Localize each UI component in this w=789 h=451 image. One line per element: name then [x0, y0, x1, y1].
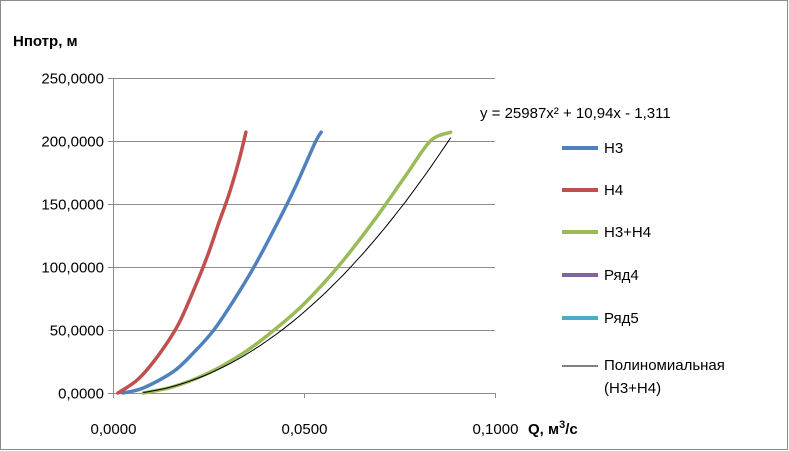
axes: [108, 78, 496, 398]
y-tick-label: 200,0000: [41, 134, 104, 151]
x-axis-title: Q, м3/с: [528, 419, 578, 438]
series-lines: [116, 130, 453, 395]
series-line-1: [121, 130, 323, 395]
legend-label-3: Н3+Н4: [604, 224, 651, 241]
y-tick-label: 50,0000: [50, 323, 104, 340]
x-tick-label: 0,1000: [473, 421, 519, 438]
tick-labels: 0,0000 50,0000 100,0000 150,0000 200,0000 250…: [41, 71, 518, 439]
series-line-2: [116, 130, 248, 395]
legend-label-2: Н4: [604, 182, 623, 199]
legend-label-5: Ряд5: [604, 310, 639, 327]
y-tick-label: 100,0000: [41, 260, 104, 277]
y-tick-label: 0,0000: [58, 386, 104, 403]
trendline-equation: y = 25987x² + 10,94x - 1,311: [480, 105, 671, 122]
legend-label-4: Ряд4: [604, 267, 639, 284]
legend-label-trendline-line1: Полиномиальная: [604, 357, 725, 374]
y-axis-title: Нпотр, м: [13, 33, 78, 50]
y-tick-label: 250,0000: [41, 71, 104, 88]
trendline: [143, 137, 452, 393]
legend-label-1: Н3: [604, 140, 623, 157]
x-tick-label: 0,0500: [282, 421, 328, 438]
legend: Н3 Н4 Н3+Н4 Ряд4 Ряд5 Полиномиальная (Н3+Н4): [562, 140, 725, 397]
y-tick-label: 150,0000: [41, 197, 104, 214]
legend-label-trendline-line2: (Н3+Н4): [604, 380, 661, 397]
x-tick-label: 0,0000: [91, 421, 137, 438]
